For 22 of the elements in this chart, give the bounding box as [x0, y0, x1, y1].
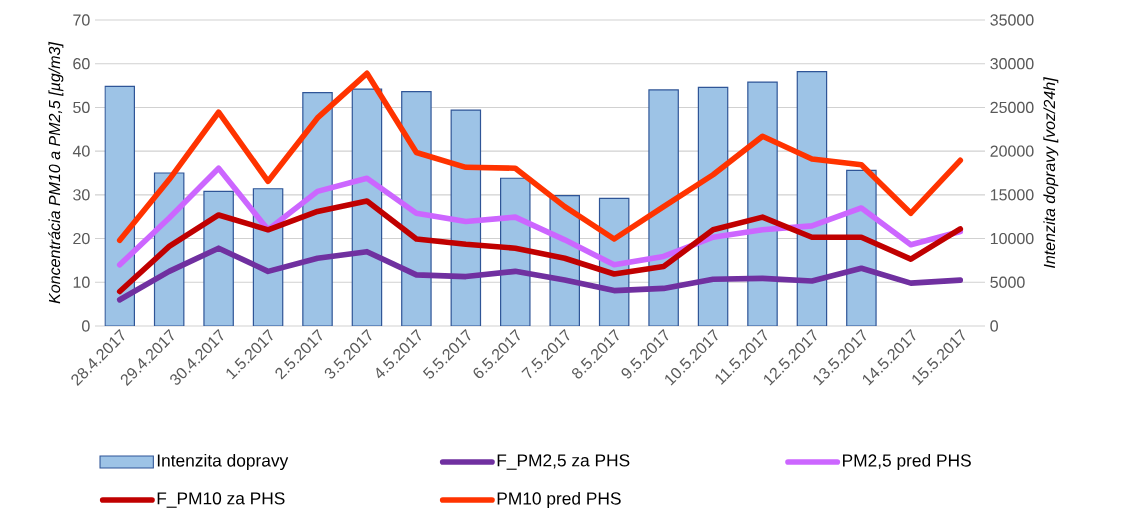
y2-axis-title: Intenzita dopravy [voz/24h]	[1043, 77, 1059, 268]
y-tick-label: 60	[73, 58, 90, 70]
legend-label: Intenzita dopravy	[157, 453, 289, 471]
legend-label: PM10 pred PHS	[497, 491, 621, 509]
y2-tick-label: 35000	[990, 14, 1034, 26]
y2-tick-label: 15000	[990, 189, 1034, 201]
y-axis-title: Koncentrácia PM10 a PM2,5 [µg/m3]	[48, 41, 64, 304]
y2-tick-label: 20000	[990, 145, 1034, 157]
y-tick-label: 10	[73, 276, 90, 288]
y2-tick-label: 10000	[990, 232, 1034, 245]
y-tick-label: 70	[73, 14, 90, 26]
y2-tick-label: 25000	[990, 101, 1034, 114]
y-tick-label: 50	[73, 101, 90, 114]
y2-tick-label: 5000	[990, 276, 1025, 288]
legend-label: F_PM2,5 za PHS	[497, 454, 630, 470]
y2-tick-label: 30000	[990, 58, 1034, 70]
y-tick-label: 30	[73, 189, 90, 201]
y-tick-label: 20	[73, 232, 90, 245]
y2-tick-label: 0	[990, 320, 998, 332]
legend-label: PM2,5 pred PHS	[843, 453, 971, 471]
y-tick-label: 40	[72, 145, 90, 157]
legend-label: F_PM10 za PHS	[157, 492, 285, 508]
